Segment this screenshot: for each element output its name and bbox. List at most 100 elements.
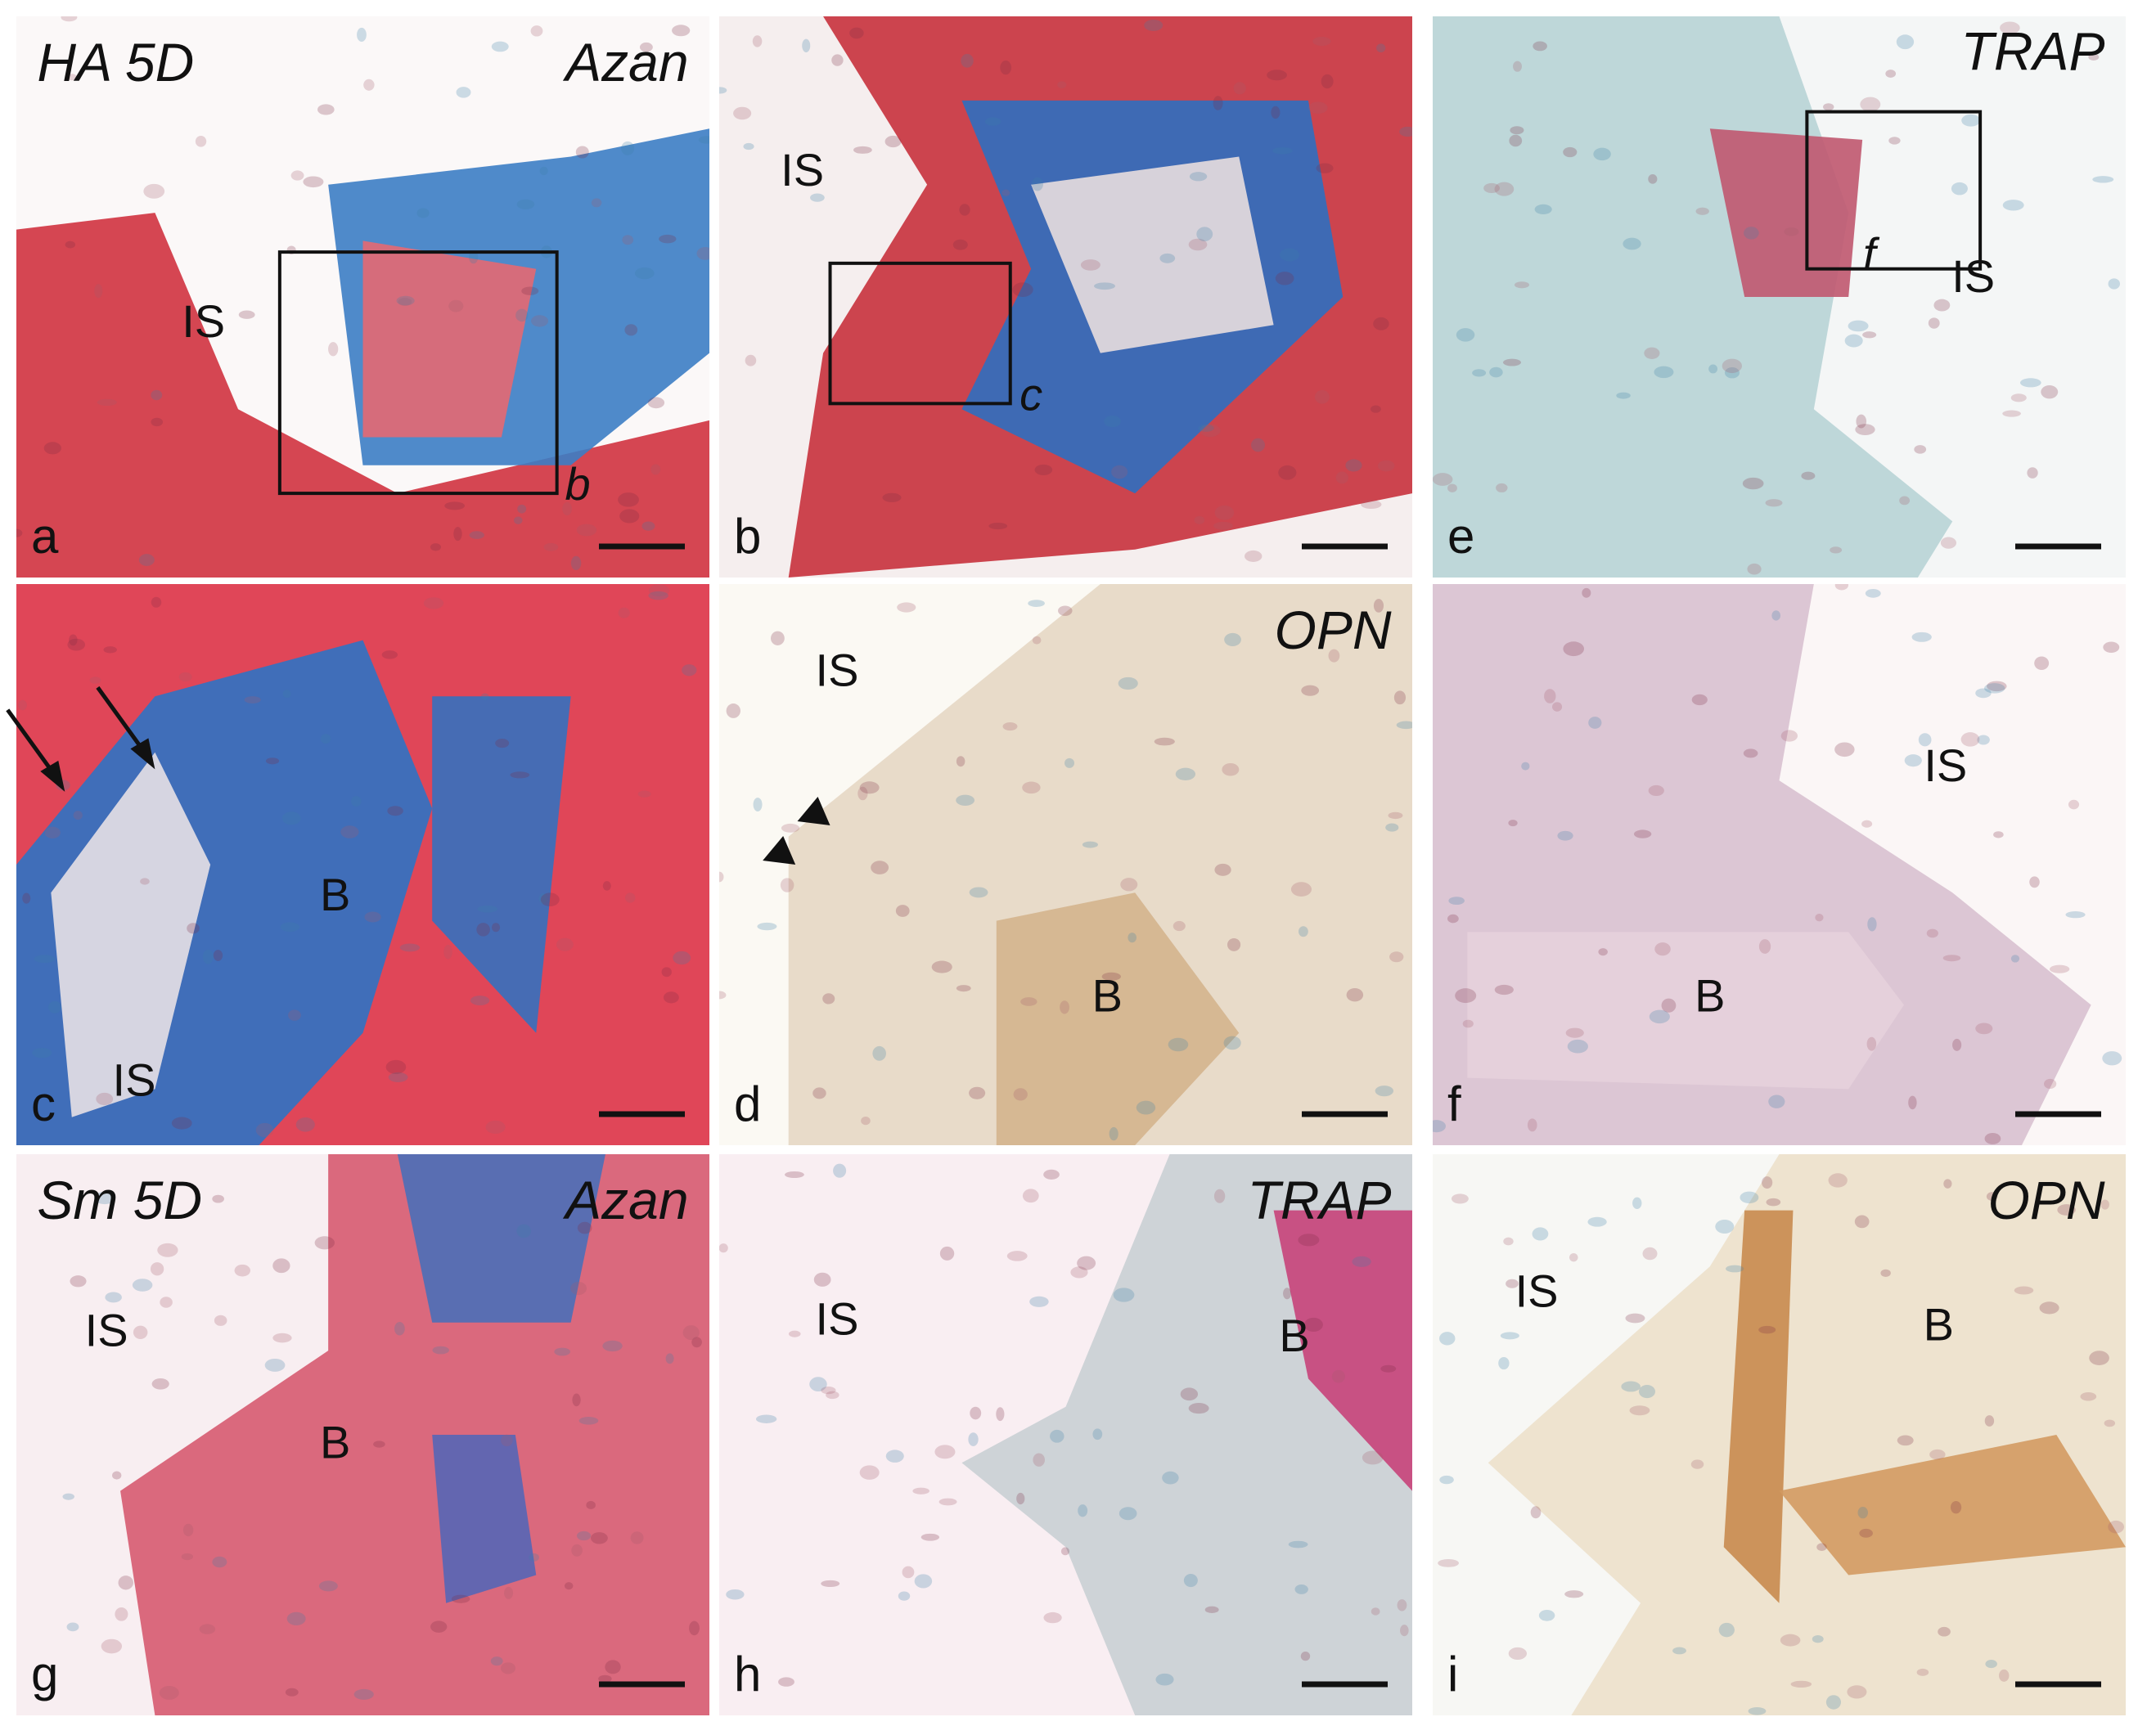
cell xyxy=(504,1586,514,1599)
cell xyxy=(510,771,530,779)
cell xyxy=(2014,1286,2034,1295)
cell xyxy=(1926,928,1938,938)
cell xyxy=(171,1117,192,1130)
cell xyxy=(1649,1009,1670,1024)
cell xyxy=(1119,1507,1137,1521)
cell xyxy=(1227,937,1241,951)
panel-label: B xyxy=(1695,969,1725,1021)
cell xyxy=(2002,200,2024,211)
cell xyxy=(195,136,207,147)
cell xyxy=(387,806,403,816)
cell xyxy=(1162,1471,1179,1485)
cell xyxy=(968,1432,979,1446)
cell xyxy=(1984,1415,1995,1427)
cell xyxy=(1213,521,1233,530)
cell xyxy=(1251,438,1266,452)
cell xyxy=(430,543,442,551)
cell xyxy=(2010,955,2020,963)
micrograph xyxy=(719,16,1412,578)
cell xyxy=(1740,1191,1759,1204)
cell xyxy=(755,1414,777,1423)
panel-label: c xyxy=(1019,368,1042,420)
cell xyxy=(1377,460,1395,472)
cell xyxy=(280,922,300,933)
cell xyxy=(1028,600,1045,607)
cell xyxy=(605,1660,621,1674)
cell xyxy=(1961,114,1981,127)
cell xyxy=(303,176,324,188)
cell xyxy=(1064,757,1075,768)
cell xyxy=(1447,914,1459,924)
cell xyxy=(282,690,291,699)
cell xyxy=(1768,1094,1785,1108)
cell xyxy=(501,1434,513,1447)
cell xyxy=(1513,61,1522,72)
cell xyxy=(1975,1023,1993,1035)
cell xyxy=(1899,496,1911,506)
inset-box xyxy=(828,261,1012,406)
cell xyxy=(1385,823,1399,832)
cell xyxy=(970,1406,982,1420)
cell xyxy=(882,492,902,502)
cell xyxy=(961,53,974,68)
cell xyxy=(1022,1189,1039,1203)
cell xyxy=(562,501,573,516)
cell xyxy=(1101,972,1121,981)
cell xyxy=(363,79,375,91)
panel-letter: c xyxy=(31,1077,56,1131)
tissue xyxy=(1273,1210,1412,1491)
panel-label: IS xyxy=(781,144,824,196)
tissue xyxy=(362,240,537,438)
cell xyxy=(1043,1169,1060,1180)
cell xyxy=(1502,358,1521,366)
cell xyxy=(94,284,103,299)
cell xyxy=(1993,831,2004,838)
cell xyxy=(572,1393,581,1407)
cell xyxy=(602,1340,623,1352)
cell xyxy=(1816,1543,1827,1552)
cell xyxy=(648,584,670,597)
cell xyxy=(1695,207,1709,215)
cell xyxy=(1331,1369,1345,1383)
cell xyxy=(1508,820,1518,827)
cell xyxy=(112,1471,122,1480)
cell xyxy=(1506,1279,1519,1288)
cell xyxy=(1280,248,1299,262)
cell xyxy=(1188,238,1208,251)
cell xyxy=(1790,1680,1812,1688)
cell xyxy=(285,1688,299,1697)
cell xyxy=(576,1530,592,1541)
cell xyxy=(1345,459,1362,472)
cell xyxy=(1766,1198,1781,1207)
cell xyxy=(2002,410,2021,417)
cell xyxy=(831,54,844,66)
cell xyxy=(328,342,339,357)
cell xyxy=(812,1087,826,1099)
cell xyxy=(1533,41,1547,52)
cell xyxy=(430,1620,448,1633)
cell xyxy=(1933,299,1951,312)
cell xyxy=(1352,1256,1371,1267)
cell xyxy=(103,646,117,654)
cell xyxy=(1294,1584,1308,1594)
cell xyxy=(151,389,163,401)
cell xyxy=(1312,36,1331,47)
cell xyxy=(1914,445,1927,454)
cell xyxy=(650,464,661,475)
cell xyxy=(822,993,835,1005)
cell xyxy=(833,1163,847,1178)
cell xyxy=(871,861,889,874)
cell xyxy=(385,1059,407,1074)
cell xyxy=(1940,537,1957,549)
cell xyxy=(448,299,464,312)
cell xyxy=(813,1272,831,1287)
cell xyxy=(317,104,335,115)
cell xyxy=(2108,1520,2124,1534)
cell xyxy=(696,247,709,260)
cell xyxy=(2041,384,2059,399)
cell xyxy=(1856,414,1867,429)
cell xyxy=(1346,988,1364,1002)
panel: HA 5D Azan IS b a xyxy=(16,16,709,578)
arrowhead xyxy=(763,836,796,865)
cell xyxy=(1498,1356,1510,1370)
